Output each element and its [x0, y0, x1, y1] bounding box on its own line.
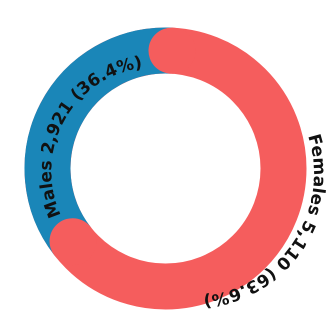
donut-segment-females[interactable] [49, 27, 196, 266]
donut-segment-males[interactable] [24, 27, 173, 256]
